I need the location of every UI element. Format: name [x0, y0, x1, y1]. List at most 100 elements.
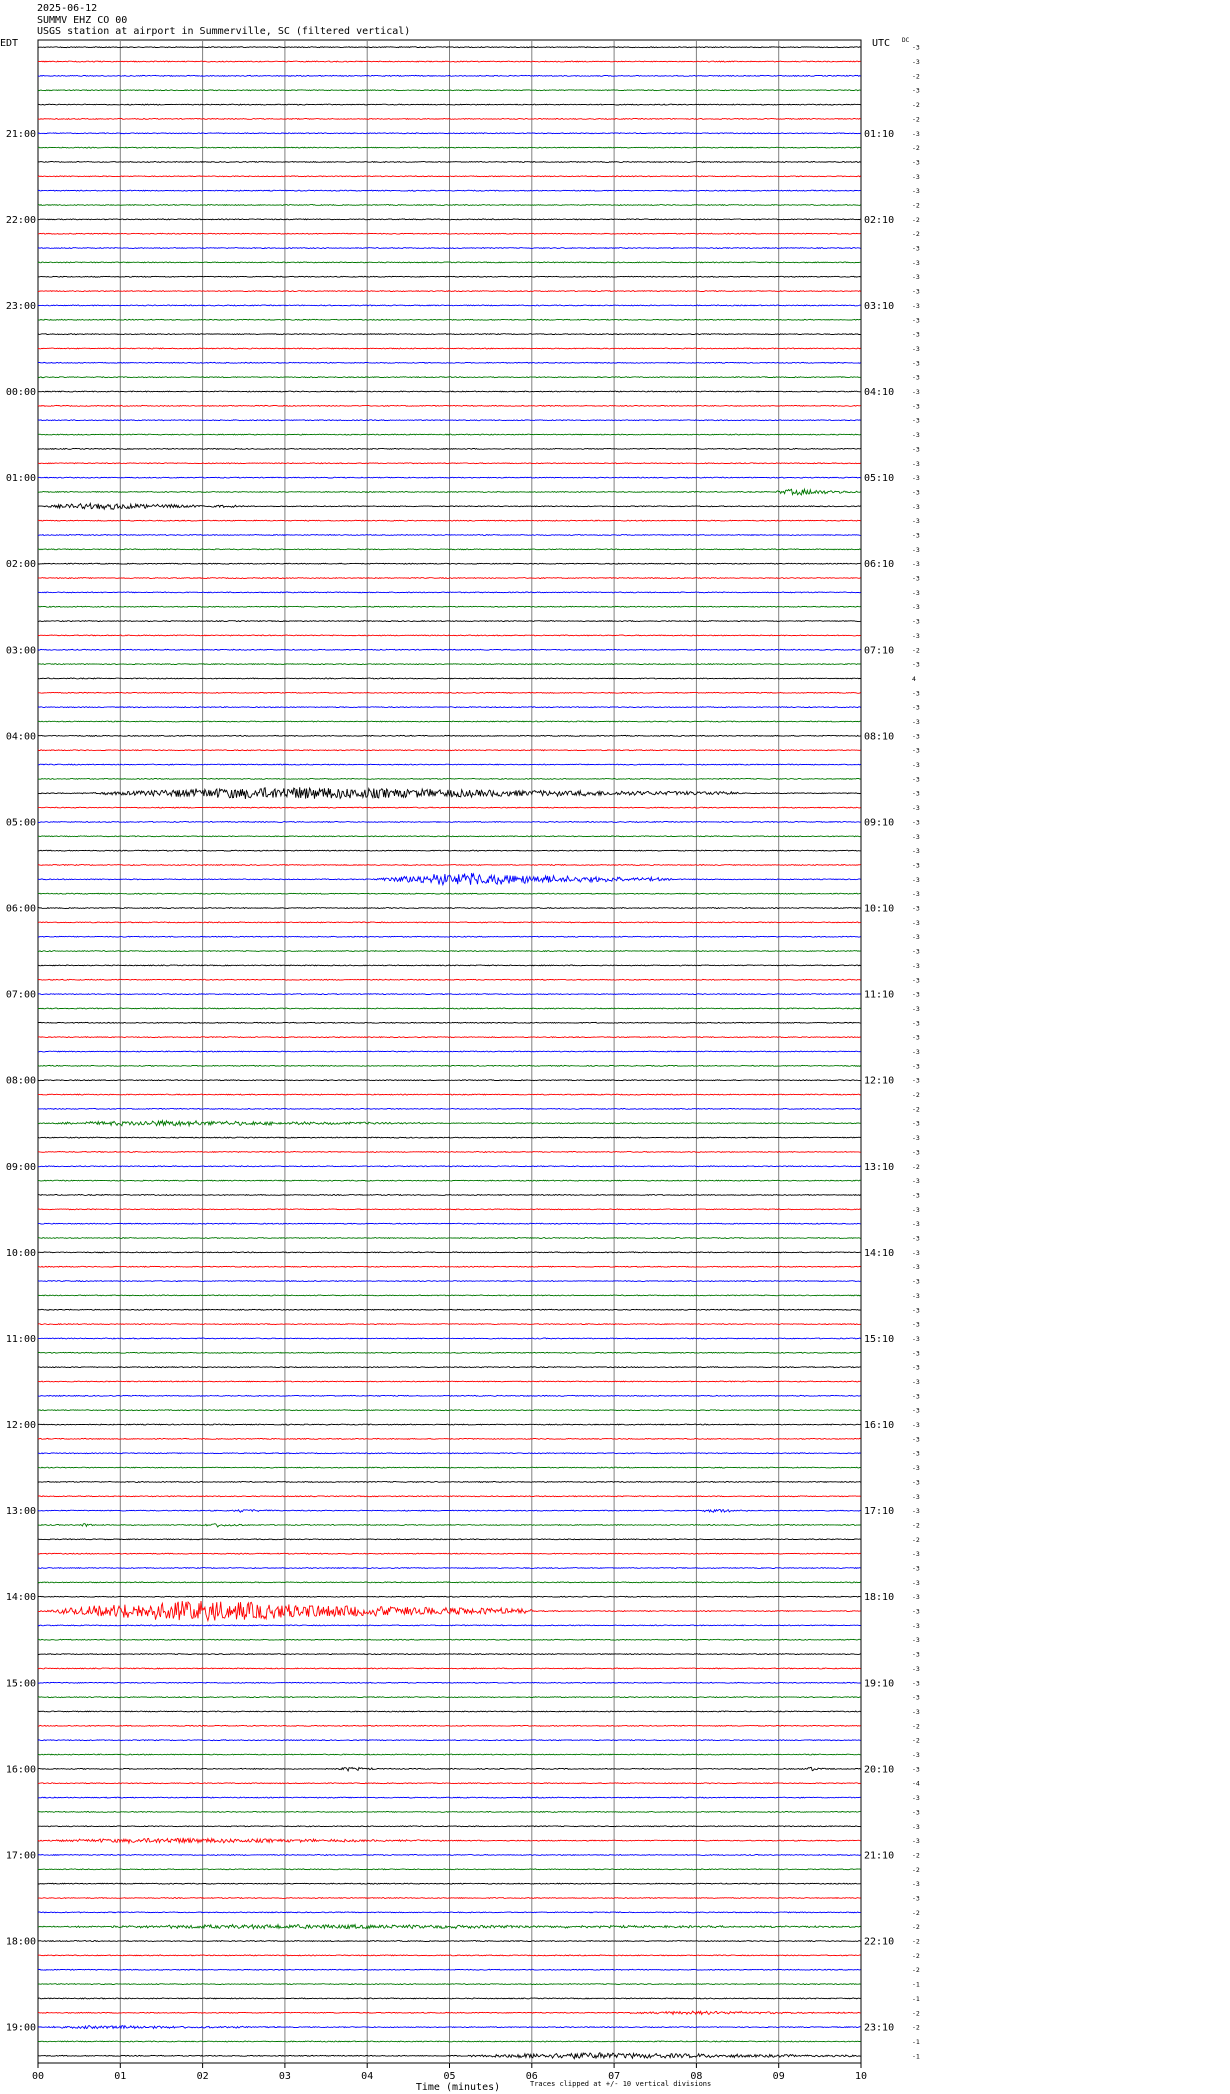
dc-offset-label: -3: [912, 689, 920, 697]
dc-offset-label: -3: [912, 1679, 920, 1687]
edt-hour-label: 12:00: [6, 1420, 36, 1431]
trace-row: [37, 218, 861, 221]
trace-row: [37, 117, 861, 121]
dc-offset-label: -3: [912, 1837, 920, 1845]
trace-row: [37, 1567, 861, 1570]
dc-offset-label: -3: [912, 1191, 920, 1199]
dc-offset-label: -3: [912, 962, 920, 970]
x-tick-label: 04: [361, 2071, 373, 2082]
dc-offset-label: -2: [912, 144, 920, 152]
dc-offset-label: -3: [912, 718, 920, 726]
dc-offset-label: -3: [912, 1550, 920, 1558]
utc-hour-label: 17:10: [864, 1506, 894, 1517]
x-axis-label: Time (minutes): [416, 2082, 500, 2093]
dc-offset-label: -3: [912, 661, 920, 669]
dc-offset-label: -3: [912, 991, 920, 999]
dc-offset-label: -3: [912, 58, 920, 66]
trace-row: [37, 1968, 861, 1971]
dc-offset-label: -3: [912, 1177, 920, 1185]
dc-offset-label: -3: [912, 632, 920, 640]
edt-hour-label: 09:00: [6, 1162, 36, 1173]
trace-row: [37, 447, 861, 450]
trace-row: [37, 1119, 861, 1128]
x-tick-label: 10: [855, 2071, 867, 2082]
dc-offset-label: -3: [912, 1148, 920, 1156]
dc-offset-label: -3: [912, 933, 920, 941]
trace-row: [37, 1766, 861, 1773]
trace-row: [37, 786, 861, 800]
trace-row: [37, 1193, 861, 1196]
dc-offset-label: -3: [912, 1880, 920, 1888]
trace-row: [37, 1237, 861, 1240]
utc-hour-label: 12:10: [864, 1076, 894, 1087]
dc-offset-label: -3: [912, 402, 920, 410]
dc-offset-label: -3: [912, 1378, 920, 1386]
trace-row: [37, 1724, 861, 1727]
dc-offset-label: -2: [912, 1909, 920, 1917]
dc-offset-label: -3: [912, 1421, 920, 1429]
dc-offset-label: -2: [912, 230, 920, 238]
dc-offset-label: -3: [912, 87, 920, 95]
utc-hour-label: 05:10: [864, 473, 894, 484]
dc-offset-label: -3: [912, 1120, 920, 1128]
dc-offset-label: -3: [912, 861, 920, 869]
trace-row: [37, 1868, 861, 1871]
edt-hour-label: 10:00: [6, 1248, 36, 1259]
utc-hour-label: 06:10: [864, 559, 894, 570]
dc-offset-label: -2: [912, 1952, 920, 1960]
trace-row: [38, 1600, 861, 1623]
trace-row: [37, 605, 861, 608]
trace-row: [37, 1265, 861, 1268]
trace-row: [37, 1107, 861, 1110]
utc-hour-label: 21:10: [864, 1850, 894, 1861]
trace-row: [37, 892, 861, 895]
dc-offset-label: -3: [912, 1235, 920, 1243]
dc-offset-label: -2: [912, 1722, 920, 1730]
dc-offset-label: -3: [912, 1019, 920, 1027]
utc-hour-label: 22:10: [864, 1937, 894, 1948]
dc-offset-label: -3: [912, 560, 920, 568]
dc-offset-label: -2: [912, 646, 920, 654]
dc-offset-label: -3: [912, 1292, 920, 1300]
dc-offset-label: -3: [912, 374, 920, 382]
dc-offset-label: -3: [912, 345, 920, 353]
dc-offset-label: -3: [912, 1249, 920, 1257]
dc-offset-label: -3: [912, 1349, 920, 1357]
dc-offset-label: -3: [912, 1665, 920, 1673]
trace-row: [37, 1150, 861, 1153]
edt-hour-label: 05:00: [6, 817, 36, 828]
trace-row: [38, 1093, 861, 1096]
dc-offset-label: -2: [912, 101, 920, 109]
dc-offset-label: -3: [912, 1306, 920, 1314]
trace-row: [37, 1837, 861, 1845]
dc-offset-label: -3: [912, 919, 920, 927]
trace-row: [37, 1508, 861, 1513]
dc-offset-label: -3: [912, 546, 920, 554]
trace-row: [37, 777, 861, 780]
dc-offset-label: -2: [912, 201, 920, 209]
trace-row: [37, 1394, 861, 1397]
dc-offset-label: -3: [912, 818, 920, 826]
trace-row: [37, 1251, 861, 1254]
dc-offset-label: -3: [912, 1263, 920, 1271]
edt-hour-label: 21:00: [6, 129, 36, 140]
dc-offset-label: -3: [912, 1765, 920, 1773]
dc-offset-label: -3: [912, 1134, 920, 1142]
x-tick-label: 00: [32, 2071, 44, 2082]
utc-hour-label: 14:10: [864, 1248, 894, 1259]
trace-row: [37, 160, 861, 164]
trace-row: [37, 275, 861, 278]
dc-offset-label: -3: [912, 1335, 920, 1343]
dc-offset-label: -3: [912, 1751, 920, 1759]
trace-row: [37, 1351, 861, 1354]
dc-offset-label: -3: [912, 245, 920, 253]
trace-row: [37, 1495, 861, 1498]
dc-offset-label: -3: [912, 1608, 920, 1616]
dc-offset-label: -3: [912, 761, 920, 769]
trace-row: [37, 304, 861, 307]
trace-row: [37, 290, 861, 293]
trace-row: [37, 232, 861, 235]
trace-row: [37, 146, 861, 149]
axis-labels: 00 01 02 03 04 05 06 07 08 09 10 Time (minutes) EDT U…: [0, 37, 920, 2093]
